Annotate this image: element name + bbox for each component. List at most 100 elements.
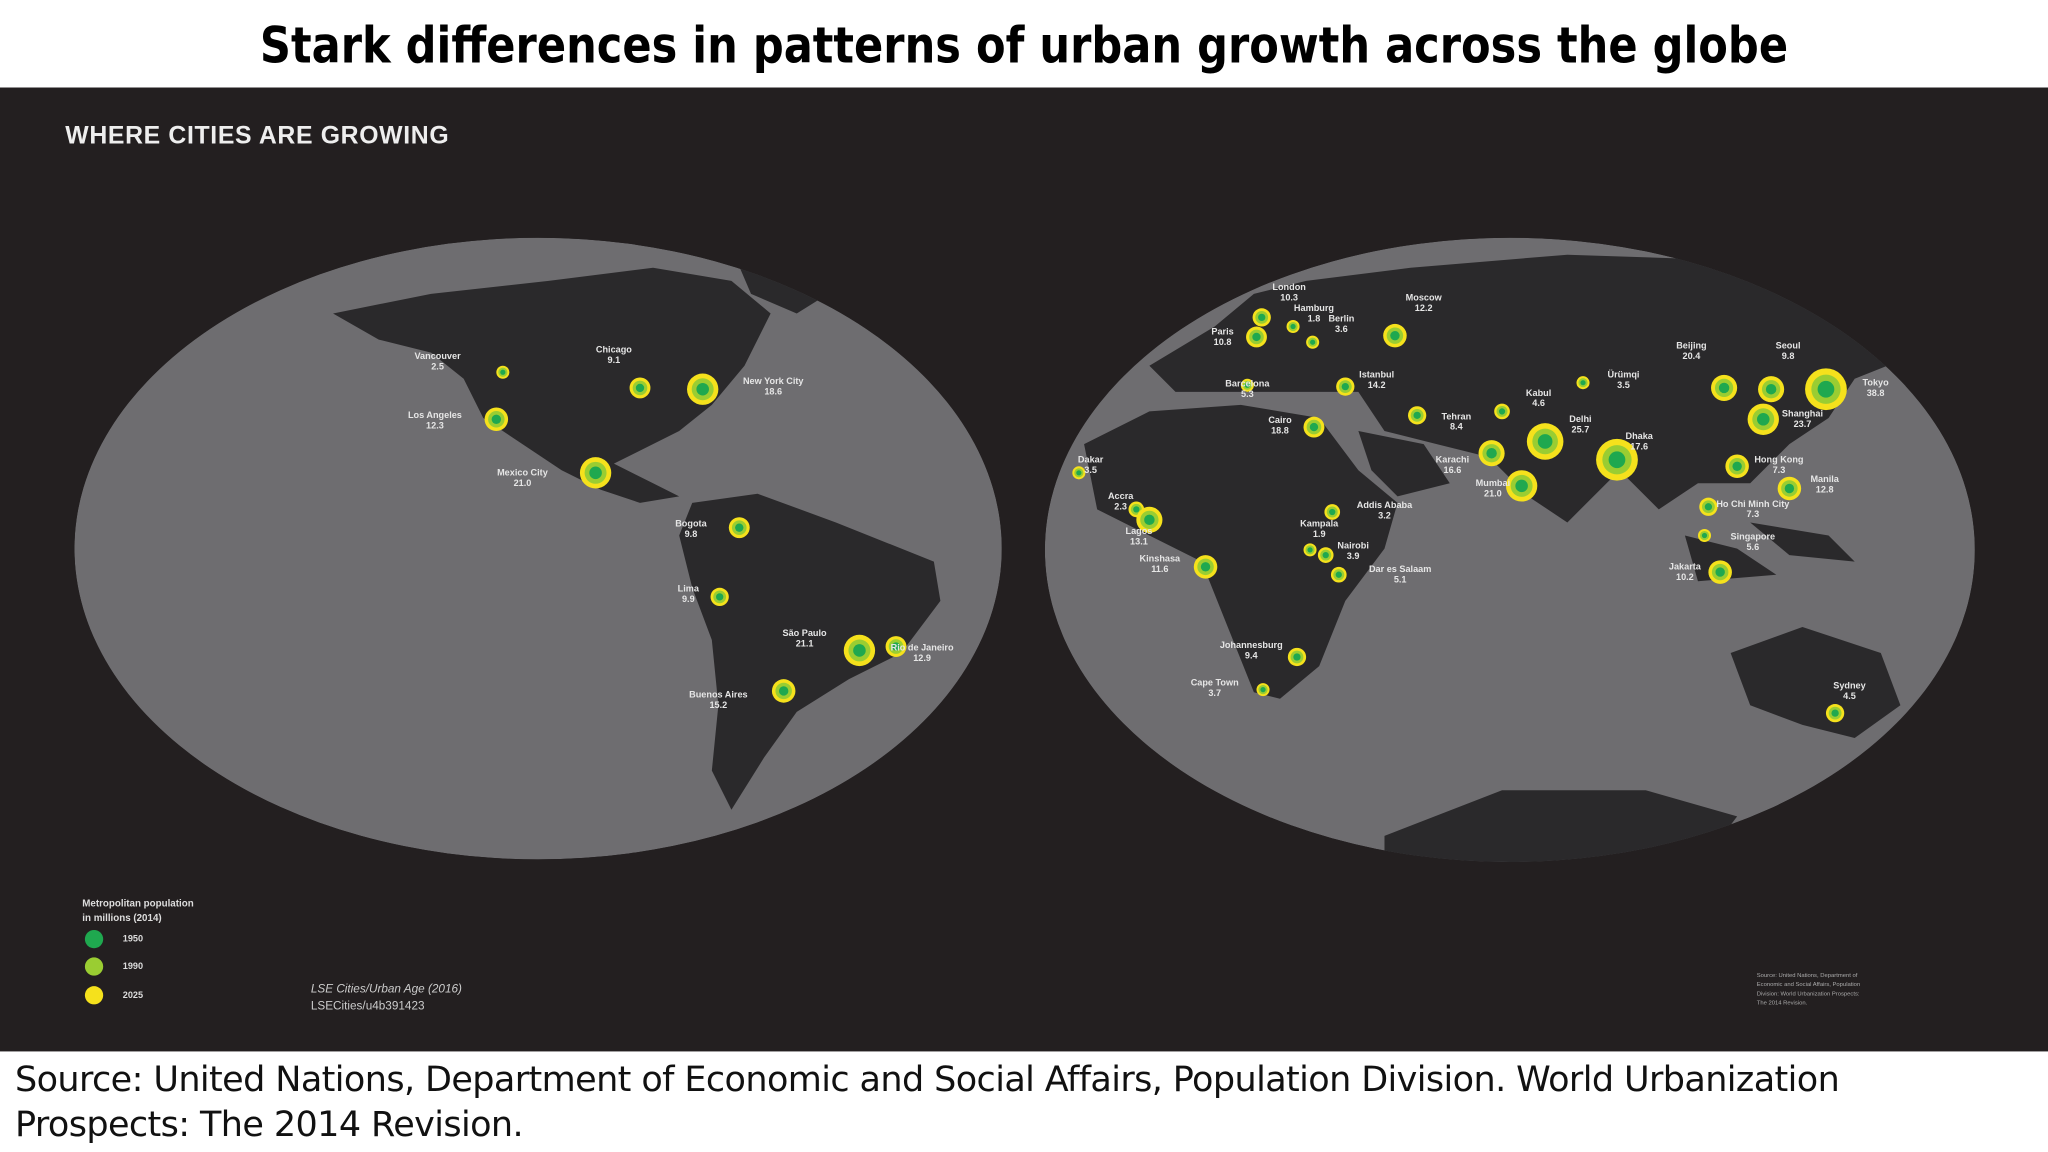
city-name: Kabul bbox=[1526, 388, 1551, 398]
city-name: Paris bbox=[1211, 326, 1233, 336]
city-value: 17.6 bbox=[1630, 441, 1648, 451]
city-1950 bbox=[1322, 551, 1329, 559]
east-globe bbox=[1044, 237, 1975, 863]
city-value: 21.0 bbox=[1484, 488, 1502, 498]
city-1950 bbox=[1252, 332, 1261, 342]
city-1950 bbox=[635, 383, 645, 393]
city-value: 2.3 bbox=[1114, 501, 1127, 511]
west-globe bbox=[74, 237, 1002, 860]
city-name: Mexico City bbox=[497, 467, 549, 477]
city-1950 bbox=[1537, 434, 1553, 449]
city-value: 10.2 bbox=[1676, 572, 1694, 582]
city-value: 5.1 bbox=[1394, 575, 1407, 585]
source-note: Source: United Nations, Department of Ec… bbox=[15, 1060, 1840, 1145]
map-source: Division: World Urbanization Prospects: bbox=[1757, 991, 1860, 997]
credit: LSE Cities/Urban Age (2016) bbox=[311, 983, 462, 996]
city-name: Kampala bbox=[1300, 518, 1339, 528]
city-value: 3.2 bbox=[1378, 511, 1391, 521]
city-1950 bbox=[1244, 382, 1250, 388]
city-name: Addis Ababa bbox=[1357, 500, 1413, 510]
city-value: 10.8 bbox=[1214, 337, 1232, 347]
city-value: 3.5 bbox=[1617, 380, 1630, 390]
north-america bbox=[333, 267, 771, 503]
city-name: Nairobi bbox=[1337, 541, 1368, 551]
city-1950 bbox=[1260, 687, 1266, 693]
city-name: Bogota bbox=[675, 518, 707, 528]
city-1950 bbox=[1329, 508, 1336, 516]
city-name: Ho Chi Minh City bbox=[1716, 499, 1790, 509]
city-1950 bbox=[1341, 382, 1349, 391]
city-1950 bbox=[778, 686, 789, 696]
city-name: Jakarta bbox=[1669, 561, 1702, 571]
city-name: Dar es Salaam bbox=[1369, 564, 1431, 574]
city-value: 12.2 bbox=[1415, 303, 1433, 313]
city-value: 23.7 bbox=[1794, 419, 1812, 429]
city-name: Lima bbox=[678, 584, 700, 594]
city-name: Karachi bbox=[1436, 454, 1469, 464]
city-name: Rio de Janeiro bbox=[891, 642, 954, 652]
city-value: 18.8 bbox=[1271, 426, 1289, 436]
city-value: 12.8 bbox=[1816, 484, 1834, 494]
city-1950 bbox=[696, 382, 709, 396]
city-1950 bbox=[1704, 503, 1713, 511]
city-value: 9.8 bbox=[685, 529, 698, 539]
city-name: Sydney bbox=[1833, 680, 1866, 690]
city-name: Vancouver bbox=[414, 351, 461, 361]
city-name: Tehran bbox=[1441, 411, 1471, 421]
city-1950 bbox=[1290, 323, 1296, 330]
city-name: Johannesburg bbox=[1220, 640, 1283, 650]
legend-swatch bbox=[84, 929, 104, 949]
city-value: 12.3 bbox=[426, 420, 444, 430]
city-1950 bbox=[735, 523, 744, 532]
city-name: London bbox=[1272, 282, 1306, 292]
city-1950 bbox=[1413, 411, 1421, 420]
city-1950 bbox=[1486, 448, 1497, 459]
map-source: Economic and Social Affairs, Population bbox=[1757, 982, 1860, 988]
city-value: 3.5 bbox=[1084, 465, 1097, 475]
city-1950 bbox=[1307, 547, 1313, 553]
arabia bbox=[1358, 431, 1450, 497]
city-1950 bbox=[1200, 562, 1211, 572]
legend-item: 2025 bbox=[123, 990, 143, 1000]
city-name: Dhaka bbox=[1625, 431, 1653, 441]
city-1950 bbox=[1718, 382, 1730, 394]
city-1950 bbox=[891, 642, 901, 651]
city-value: 9.8 bbox=[1782, 351, 1795, 361]
city-1950 bbox=[1309, 422, 1319, 432]
legend-title: in millions (2014) bbox=[82, 913, 161, 924]
credit: LSECities/u4b391423 bbox=[311, 1000, 425, 1013]
city-1950 bbox=[1817, 380, 1835, 398]
city-value: 13.1 bbox=[1130, 537, 1148, 547]
city-value: 4.6 bbox=[1532, 398, 1545, 408]
city-1950 bbox=[1732, 461, 1742, 471]
city-1950 bbox=[1335, 571, 1342, 578]
city-value: 2.5 bbox=[431, 362, 444, 372]
city-name: Mumbai bbox=[1476, 478, 1510, 488]
city-1950 bbox=[1293, 653, 1301, 661]
city-name: Istanbul bbox=[1359, 369, 1394, 379]
city-value: 12.9 bbox=[913, 653, 931, 663]
city-1950 bbox=[1765, 384, 1777, 395]
city-value: 3.6 bbox=[1335, 324, 1348, 334]
city-value: 9.9 bbox=[682, 594, 695, 604]
city-name: New York City bbox=[743, 376, 804, 386]
city-name: Seoul bbox=[1776, 341, 1801, 351]
city-1950 bbox=[1784, 483, 1795, 494]
city-name: Buenos Aires bbox=[689, 689, 747, 699]
city-value: 14.2 bbox=[1368, 380, 1386, 390]
city-1950 bbox=[589, 466, 602, 480]
city-name: Accra bbox=[1108, 491, 1134, 501]
city-value: 3.7 bbox=[1208, 688, 1221, 698]
city-name: Kinshasa bbox=[1140, 554, 1181, 564]
city-name: Moscow bbox=[1406, 292, 1443, 302]
city-name: Hamburg bbox=[1294, 303, 1334, 313]
australia bbox=[1730, 626, 1901, 738]
city-1950 bbox=[500, 369, 506, 375]
city-value: 25.7 bbox=[1572, 424, 1590, 434]
city-1950 bbox=[1515, 479, 1528, 493]
city-1950 bbox=[1144, 514, 1155, 526]
city-value: 9.4 bbox=[1245, 650, 1259, 660]
